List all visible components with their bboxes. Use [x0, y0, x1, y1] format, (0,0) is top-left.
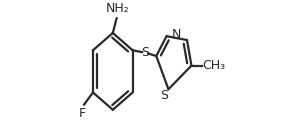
Text: S: S: [161, 89, 168, 101]
Text: N: N: [171, 28, 181, 41]
Text: CH₃: CH₃: [202, 59, 226, 72]
Text: F: F: [79, 107, 86, 120]
Text: NH₂: NH₂: [105, 2, 129, 15]
Text: S: S: [141, 46, 149, 59]
